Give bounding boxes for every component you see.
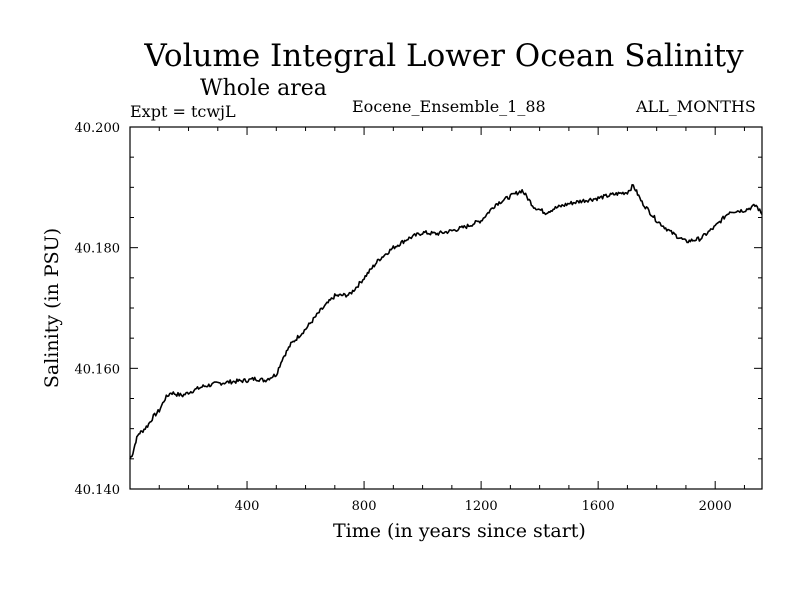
y-tick-label: 40.180	[75, 242, 121, 257]
x-tick-label: 400	[235, 499, 260, 514]
x-axis-label: Time (in years since start)	[333, 520, 586, 542]
y-tick-label: 40.200	[75, 121, 121, 136]
x-tick-label: 800	[352, 499, 377, 514]
x-tick-label: 2000	[699, 499, 732, 514]
chart-title: Volume Integral Lower Ocean Salinity	[144, 38, 744, 74]
x-tick-label: 1600	[582, 499, 615, 514]
months-annotation: ALL_MONTHS	[636, 97, 756, 116]
ensemble-annotation: Eocene_Ensemble_1_88	[352, 97, 546, 116]
y-tick-label: 40.160	[75, 362, 121, 377]
y-tick-label: 40.140	[75, 483, 121, 498]
plot-frame	[129, 126, 763, 490]
experiment-annotation: Expt = tcwjL	[130, 102, 236, 121]
x-tick-label: 1200	[465, 499, 498, 514]
salinity-series-line	[129, 184, 763, 460]
chart-subtitle: Whole area	[200, 76, 327, 101]
